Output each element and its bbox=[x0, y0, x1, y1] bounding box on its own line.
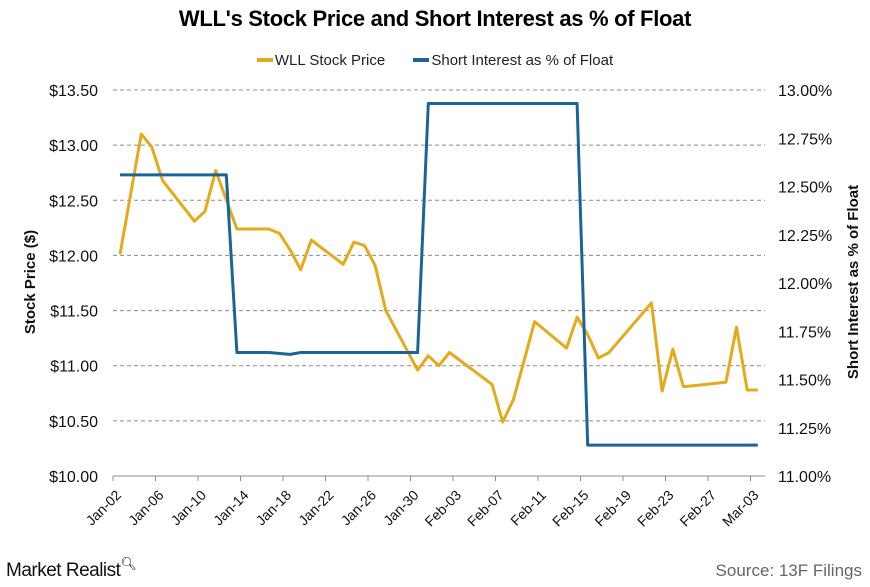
x-tick-label: Feb-03 bbox=[421, 487, 464, 530]
x-tick-label: Jan-02 bbox=[83, 487, 125, 529]
y-left-tick-label: $11.00 bbox=[50, 359, 98, 376]
legend-item-stock-price: WLL Stock Price bbox=[256, 51, 386, 69]
y-left-tick-label: $11.50 bbox=[50, 304, 98, 321]
y-right-tick-label: 11.75% bbox=[778, 324, 831, 341]
legend-item-short-interest: Short Interest as % of Float bbox=[413, 52, 613, 69]
legend-swatch-stock-price bbox=[256, 58, 273, 62]
source-note: Source: 13F Filings bbox=[715, 561, 862, 580]
x-tick-label: Jan-26 bbox=[338, 487, 380, 529]
y-axis-right: 11.00% 11.25% 11.50% 11.75% 12.00% 12.25% 12.5… bbox=[778, 83, 832, 486]
x-tick-label: Feb-07 bbox=[464, 487, 507, 530]
y-right-tick-label: 11.25% bbox=[778, 421, 831, 438]
y-axis-left-title: Stock Price ($) bbox=[22, 230, 39, 334]
y-right-tick-label: 12.00% bbox=[778, 276, 832, 293]
y-left-tick-label: $12.00 bbox=[49, 248, 98, 265]
y-left-tick-label: $10.50 bbox=[49, 414, 98, 431]
y-right-tick-label: 12.25% bbox=[778, 228, 832, 245]
brand-logo: Market Realist🔍︎ bbox=[6, 556, 137, 582]
x-tick-label: Feb-11 bbox=[507, 487, 549, 529]
y-left-tick-label: $13.50 bbox=[49, 83, 98, 100]
x-tick-label: Feb-15 bbox=[549, 487, 592, 530]
legend-label-stock-price: WLL Stock Price bbox=[274, 51, 386, 69]
brand-name: Market Realist bbox=[6, 560, 121, 581]
y-right-tick-label: 12.50% bbox=[778, 180, 832, 197]
y-axis-left: $10.00 $10.50 $11.00 $11.50 $12.00 $12.50 $13.… bbox=[49, 83, 98, 486]
x-axis: Jan-02 Jan-06 Jan-10 Jan-14 Jan-18 Jan-22 Jan-… bbox=[83, 475, 765, 530]
gridlines bbox=[113, 89, 765, 422]
x-tick-label: Feb-23 bbox=[634, 487, 677, 530]
stock-price-line bbox=[118, 132, 758, 424]
y-left-tick-label: $12.50 bbox=[49, 193, 98, 210]
y-right-tick-label: 13.00% bbox=[778, 83, 832, 100]
x-tick-label: Jan-30 bbox=[380, 487, 422, 529]
y-axis-right-title: Short Interest as % of Float bbox=[845, 185, 862, 379]
x-tick-label: Jan-14 bbox=[210, 487, 252, 529]
y-right-tick-label: 12.75% bbox=[778, 131, 832, 148]
x-tick-label: Feb-19 bbox=[591, 487, 634, 530]
x-tick-label: Mar-03 bbox=[719, 487, 762, 530]
y-right-tick-label: 11.50% bbox=[778, 373, 831, 390]
x-tick-label: Jan-18 bbox=[253, 487, 295, 529]
chart-title: WLL's Stock Price and Short Interest as … bbox=[178, 6, 692, 31]
y-left-tick-label: $10.00 bbox=[49, 469, 98, 486]
x-tick-label: Feb-27 bbox=[676, 487, 719, 530]
legend: WLL Stock Price Short Interest as % of F… bbox=[0, 49, 870, 69]
legend-label-short-interest: Short Interest as % of Float bbox=[431, 51, 614, 69]
y-right-tick-label: 11.00% bbox=[778, 469, 831, 486]
series-group bbox=[118, 102, 758, 447]
short-interest-line bbox=[120, 102, 758, 447]
x-tick-label: Jan-06 bbox=[125, 487, 167, 529]
magnifier-chart-icon: 🔍︎ bbox=[120, 556, 137, 571]
legend-swatch-short-interest bbox=[413, 58, 430, 62]
x-tick-label: Jan-22 bbox=[295, 487, 337, 529]
y-left-tick-label: $13.00 bbox=[49, 138, 98, 155]
x-tick-label: Jan-10 bbox=[168, 487, 210, 529]
